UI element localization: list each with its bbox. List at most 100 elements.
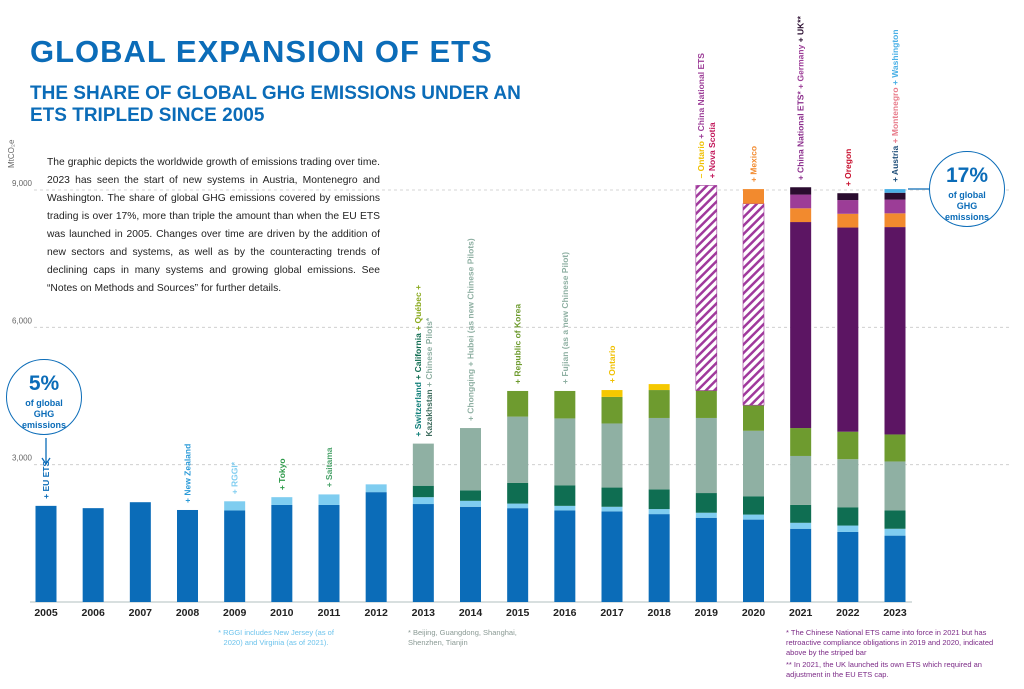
annotation-part: + Nova Scotia bbox=[707, 122, 717, 178]
callout: 17% of global GHG emissions bbox=[929, 151, 1005, 227]
annotation-part: + Germany bbox=[796, 44, 806, 91]
bar-segment bbox=[412, 443, 434, 486]
annotation-part: – Ontario bbox=[696, 141, 706, 178]
bar-segment bbox=[601, 506, 623, 512]
bar-segment bbox=[884, 192, 906, 200]
bar-segment bbox=[742, 203, 765, 406]
annotation-part: + Tokyo bbox=[277, 458, 287, 490]
annotation-part: + Fujian (as a new Chinese Pilot) bbox=[560, 252, 570, 384]
bar-segment bbox=[648, 489, 670, 510]
annotation: + Austria + Montenegro + Washington bbox=[890, 29, 900, 182]
bar-segment bbox=[82, 508, 104, 602]
bar-segment bbox=[318, 504, 340, 602]
x-tick-label: 2016 bbox=[553, 607, 577, 619]
annotation: + New Zealand bbox=[183, 444, 193, 503]
bar-segment bbox=[790, 428, 812, 456]
x-tick-label: 2011 bbox=[318, 607, 341, 619]
bar-segment bbox=[224, 501, 246, 511]
bar-segment bbox=[554, 505, 576, 511]
footnote: * RGGI includes New Jersey (as of 2020) … bbox=[218, 628, 334, 647]
callout-value: 17% bbox=[945, 164, 989, 187]
bar-segment bbox=[601, 423, 623, 488]
bar-segment bbox=[507, 508, 529, 602]
x-tick-label: 2013 bbox=[412, 607, 436, 619]
annotation-part: + Chinese Pilots* bbox=[424, 317, 434, 389]
annotation-part: + Republic of Korea bbox=[513, 304, 523, 384]
annotation: + RGGI* bbox=[230, 461, 240, 494]
x-tick-label: 2010 bbox=[270, 607, 294, 619]
bar-segment bbox=[743, 496, 764, 515]
bar-segment bbox=[601, 487, 623, 507]
annotation-part: + RGGI* bbox=[230, 461, 240, 494]
x-tick-label: 2012 bbox=[364, 607, 388, 619]
annotation: – Ontario + China National ETS bbox=[696, 53, 706, 179]
x-tick-label: 2020 bbox=[742, 607, 766, 619]
bar-segment bbox=[884, 199, 906, 214]
annotation: + Oregon bbox=[843, 149, 853, 187]
footnote: ** In 2021, the UK launched its own ETS … bbox=[786, 660, 982, 679]
bar-segment bbox=[554, 485, 576, 506]
annotation-part: + Oregon bbox=[843, 149, 853, 187]
annotation-part: + UK** bbox=[796, 15, 806, 44]
bar-segment bbox=[884, 227, 906, 435]
annotation-part: + Washington bbox=[890, 29, 900, 87]
bar-segment bbox=[507, 503, 529, 509]
callout-label: of global GHG emissions bbox=[21, 398, 67, 430]
bar-segment bbox=[790, 504, 812, 523]
bar-segment bbox=[129, 502, 151, 602]
bar-segment bbox=[271, 497, 293, 505]
x-tick-label: 2021 bbox=[789, 607, 813, 619]
bar-segment bbox=[884, 434, 906, 462]
bar-segment bbox=[695, 517, 717, 602]
bar-segment bbox=[648, 514, 670, 602]
x-tick-label: 2019 bbox=[695, 607, 719, 619]
annotation-part: + Switzerland bbox=[413, 382, 423, 437]
bar-segment bbox=[790, 194, 812, 209]
bar-segment bbox=[271, 504, 293, 602]
bar-segment bbox=[601, 396, 623, 424]
y-tick-label: 3,000 bbox=[12, 454, 33, 463]
bar-segment bbox=[790, 208, 812, 223]
y-axis-label: MtCO₂e bbox=[7, 139, 16, 168]
bar-segment bbox=[790, 522, 812, 529]
annotation-part: + China National ETS bbox=[696, 53, 706, 141]
bar-segment bbox=[837, 507, 859, 526]
annotation-part: + Ontario bbox=[607, 345, 617, 383]
bar-segment bbox=[837, 193, 859, 201]
description: The graphic depicts the worldwide growth… bbox=[47, 157, 380, 294]
annotation-part: + Montenegro bbox=[890, 87, 900, 145]
x-tick-label: 2008 bbox=[176, 607, 200, 619]
bar-segment bbox=[790, 222, 812, 429]
bar-segment bbox=[837, 227, 859, 432]
bar-segment bbox=[648, 509, 670, 515]
bar-segment bbox=[790, 455, 812, 505]
bar-segment bbox=[365, 484, 387, 493]
bar-segment bbox=[695, 417, 717, 494]
bar-segment bbox=[460, 490, 481, 501]
bar-segment bbox=[648, 390, 670, 418]
bar-segment bbox=[554, 390, 576, 419]
annotation: + Saitama bbox=[324, 447, 334, 487]
bar-segment bbox=[743, 189, 764, 204]
annotation: Kazakhstan + Chinese Pilots* bbox=[424, 317, 434, 437]
x-tick-label: 2006 bbox=[81, 607, 105, 619]
annotation-part: + Austria bbox=[890, 146, 900, 183]
x-tick-label: 2018 bbox=[647, 607, 671, 619]
x-tick-label: 2015 bbox=[506, 607, 530, 619]
arrow-head bbox=[41, 457, 51, 466]
footnote: * Beijing, Guangdong, Shanghai, Shenzhen… bbox=[408, 628, 517, 647]
annotation-part: + California bbox=[413, 333, 423, 382]
annotation: + Mexico bbox=[749, 146, 759, 182]
annotation: + Tokyo bbox=[277, 458, 287, 490]
bar-segment bbox=[460, 500, 481, 507]
bar-segment bbox=[884, 535, 906, 602]
bar-segment bbox=[601, 511, 623, 602]
bar-segment bbox=[224, 510, 246, 602]
bar-segment bbox=[412, 504, 434, 602]
annotation-part: + Mexico bbox=[749, 146, 759, 182]
bar-segment bbox=[318, 494, 340, 505]
x-tick-label: 2022 bbox=[836, 607, 860, 619]
bar-segment bbox=[695, 390, 717, 418]
title: GLOBAL EXPANSION OF ETS bbox=[30, 34, 493, 69]
